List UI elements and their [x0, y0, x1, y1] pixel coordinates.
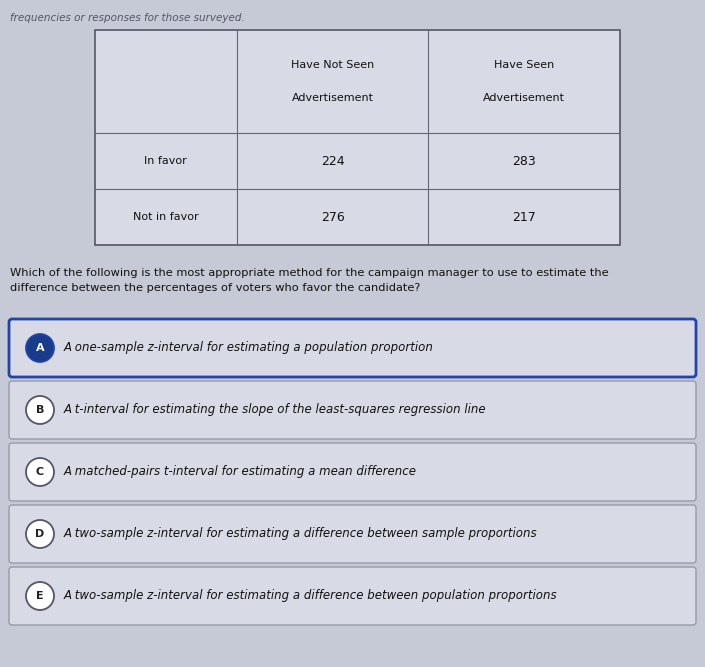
- Text: 283: 283: [513, 155, 536, 167]
- FancyBboxPatch shape: [9, 567, 696, 625]
- Text: Which of the following is the most appropriate method for the campaign manager t: Which of the following is the most appro…: [10, 268, 608, 293]
- Circle shape: [26, 582, 54, 610]
- Circle shape: [26, 458, 54, 486]
- Text: Have Seen

Advertisement: Have Seen Advertisement: [483, 60, 565, 103]
- Text: D: D: [35, 529, 44, 539]
- Text: A two-sample z-interval for estimating a difference between sample proportions: A two-sample z-interval for estimating a…: [64, 528, 538, 540]
- Bar: [95, 30, 620, 245]
- Text: E: E: [36, 591, 44, 601]
- Text: A one-sample z-interval for estimating a population proportion: A one-sample z-interval for estimating a…: [64, 342, 434, 354]
- Text: 217: 217: [513, 211, 536, 223]
- Text: 276: 276: [321, 211, 345, 223]
- Text: A two-sample z-interval for estimating a difference between population proportio: A two-sample z-interval for estimating a…: [64, 590, 558, 602]
- Text: In favor: In favor: [145, 156, 188, 166]
- Text: B: B: [36, 405, 44, 415]
- Text: A: A: [36, 343, 44, 353]
- FancyBboxPatch shape: [9, 319, 696, 377]
- Text: C: C: [36, 467, 44, 477]
- Text: A matched-pairs t-interval for estimating a mean difference: A matched-pairs t-interval for estimatin…: [64, 466, 417, 478]
- Text: Not in favor: Not in favor: [133, 212, 199, 222]
- FancyBboxPatch shape: [9, 381, 696, 439]
- Circle shape: [26, 396, 54, 424]
- Circle shape: [26, 334, 54, 362]
- Text: frequencies or responses for those surveyed.: frequencies or responses for those surve…: [10, 13, 245, 23]
- FancyBboxPatch shape: [9, 443, 696, 501]
- Text: 224: 224: [321, 155, 344, 167]
- Text: A t-interval for estimating the slope of the least-squares regression line: A t-interval for estimating the slope of…: [64, 404, 486, 416]
- Text: Have Not Seen

Advertisement: Have Not Seen Advertisement: [291, 60, 374, 103]
- FancyBboxPatch shape: [9, 505, 696, 563]
- Circle shape: [26, 520, 54, 548]
